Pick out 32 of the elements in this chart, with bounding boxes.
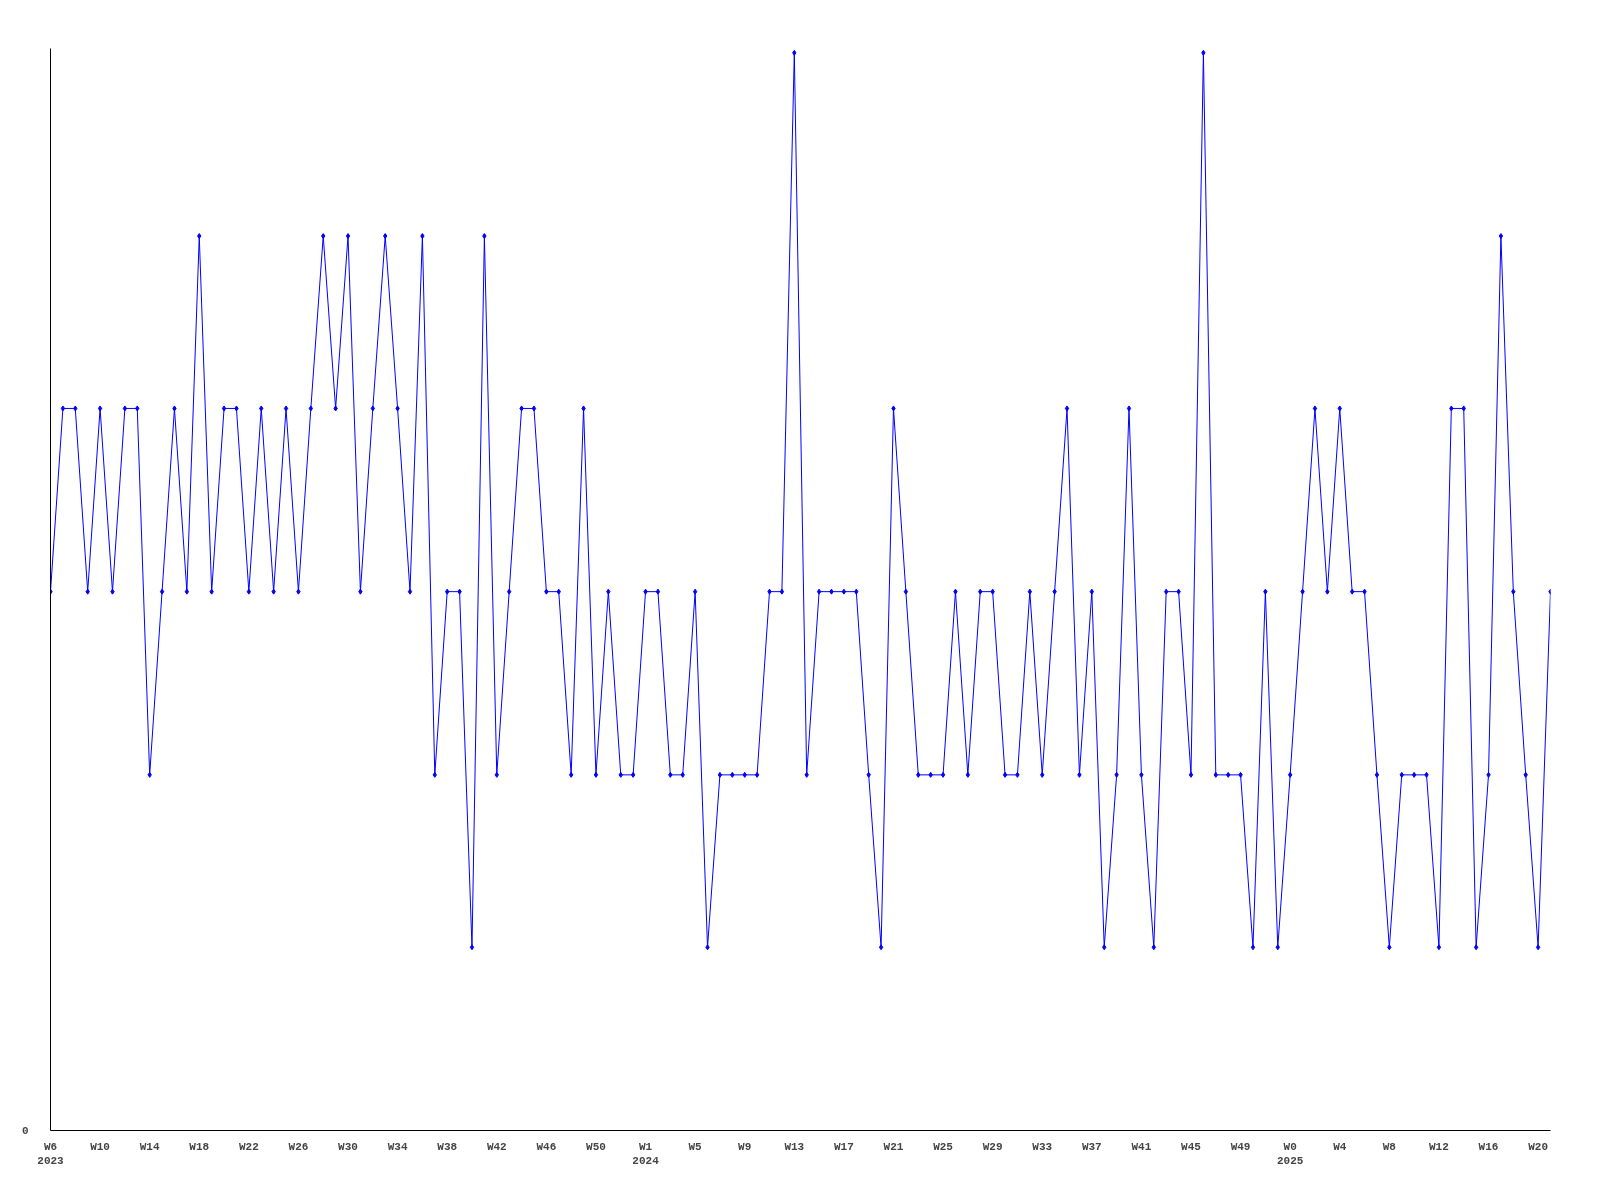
x-tick-label: W29	[982, 1140, 1003, 1153]
x-tick-label: W42	[486, 1140, 507, 1153]
x-tick-label: W8	[1382, 1140, 1397, 1153]
x-tick-label: W14	[139, 1140, 160, 1153]
x-tick-label: W16	[1478, 1140, 1499, 1153]
x-tick-label: W34	[387, 1140, 408, 1153]
x-tick-label: W6 2023	[37, 1140, 65, 1167]
x-tick-label: W26	[288, 1140, 309, 1153]
x-tick-label: W4	[1333, 1140, 1347, 1153]
x-tick-label: W41	[1131, 1140, 1152, 1153]
x-tick-label: W49	[1230, 1140, 1251, 1153]
x-tick-label: W18	[189, 1140, 210, 1153]
x-tick-label: W12	[1429, 1140, 1449, 1153]
x-tick-label: W22	[238, 1140, 259, 1153]
x-tick-label: W25	[933, 1140, 954, 1153]
x-tick-label: W1 2024	[632, 1140, 660, 1167]
x-tick-label: W5	[688, 1140, 703, 1153]
x-tick-label: W45	[1181, 1140, 1202, 1153]
x-tick-label: W10	[90, 1140, 110, 1153]
x-tick-label: W13	[784, 1140, 805, 1153]
x-tick-label: W20	[1528, 1140, 1549, 1153]
x-tick-label: W33	[1032, 1140, 1053, 1153]
x-tick-label: W37	[1081, 1140, 1102, 1153]
x-tick-label: W46	[536, 1140, 557, 1153]
x-tick-label: W17	[833, 1140, 854, 1153]
x-tick-label: W30	[338, 1140, 358, 1153]
x-tick-label: W9	[738, 1140, 752, 1153]
x-tick-label: W38	[437, 1140, 458, 1153]
x-tick-label: W21	[883, 1140, 904, 1153]
x-tick-label: W0 2025	[1276, 1140, 1304, 1167]
x-tick-label: W50	[586, 1140, 606, 1153]
text: 0	[21, 1125, 29, 1137]
